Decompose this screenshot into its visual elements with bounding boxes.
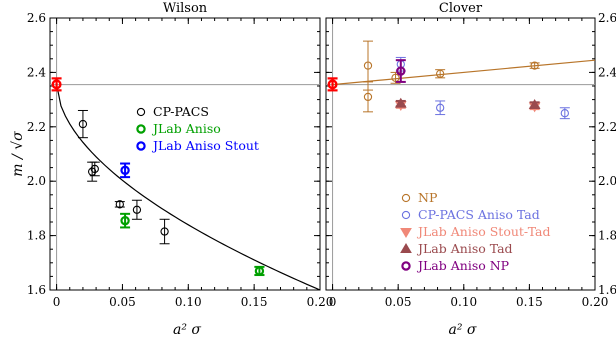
x-tick-label: 0.10: [450, 295, 477, 309]
y-tick-label: 2.0: [27, 174, 46, 188]
legend-label: JLab Aniso Stout: [151, 138, 259, 153]
x-tick-label: 0.20: [582, 295, 609, 309]
legend-marker: [401, 210, 411, 220]
data-point: [436, 103, 445, 112]
legend-label: NP: [418, 190, 437, 205]
data-point: [436, 69, 445, 78]
y-tick-label: 2.2: [27, 120, 46, 134]
y-tick-label: 1.8: [27, 229, 46, 243]
legend-label: JLab Aniso Stout-Tad: [416, 224, 551, 239]
legend-label: CP-PACS Aniso Tad: [418, 207, 540, 222]
x-tick-label: 0.20: [307, 295, 334, 309]
panel-title: Wilson: [163, 1, 208, 16]
legend-marker: [401, 193, 411, 203]
y-tick-label: 2.6: [598, 11, 616, 25]
legend-marker: [401, 261, 411, 271]
data-point: [120, 165, 130, 176]
y-tick-label: 2.4: [598, 65, 616, 79]
y-tick-label: 2.0: [598, 174, 616, 188]
y-tick-label: 1.6: [598, 283, 616, 297]
data-point: [78, 119, 88, 129]
data-point: [90, 164, 99, 174]
legend-label: JLab Aniso: [151, 121, 221, 136]
x-tick-label: 0: [53, 295, 61, 309]
data-point: [391, 73, 400, 82]
data-point: [396, 66, 406, 76]
panel-title: Clover: [439, 1, 483, 16]
data-point: [394, 97, 407, 108]
legend-marker: [400, 228, 412, 238]
fit-curve: [56, 84, 321, 291]
legend-marker: [400, 243, 412, 253]
continuum-point: [51, 79, 62, 90]
continuum-point: [327, 79, 338, 90]
legend-label: JLab Aniso Tad: [416, 241, 513, 256]
x-tick-label: 0.05: [109, 295, 136, 309]
x-tick-label: 0.15: [516, 295, 543, 309]
y-tick-label: 1.8: [598, 229, 616, 243]
data-point: [560, 109, 569, 118]
data-point: [530, 61, 539, 70]
y-tick-label: 2.4: [27, 65, 46, 79]
data-point: [254, 266, 265, 276]
x-tick-label: 0.10: [175, 295, 202, 309]
legend-marker: [136, 141, 146, 151]
y-axis-label: m / √σ: [10, 131, 26, 177]
legend-marker: [136, 124, 146, 134]
data-point: [363, 92, 373, 102]
plot-frame: [49, 17, 321, 291]
y-tick-label: 2.6: [27, 11, 46, 25]
data-point: [363, 61, 373, 70]
fit-line: [332, 59, 596, 86]
data-point: [132, 205, 142, 214]
x-tick-label: 0.05: [385, 295, 412, 309]
legend-marker: [136, 107, 146, 117]
x-axis-label: a² σ: [449, 322, 477, 338]
x-tick-label: 0: [329, 295, 337, 309]
legend-label: JLab Aniso NP: [416, 258, 509, 273]
data-point: [115, 200, 124, 209]
data-point: [528, 99, 541, 110]
data-point: [160, 227, 169, 236]
y-tick-label: 1.6: [27, 283, 46, 297]
y-tick-label: 2.2: [598, 120, 616, 134]
x-tick-label: 0.15: [241, 295, 268, 309]
legend-label: CP-PACS: [153, 104, 209, 119]
data-point: [120, 215, 130, 226]
x-axis-label: a² σ: [173, 322, 201, 338]
